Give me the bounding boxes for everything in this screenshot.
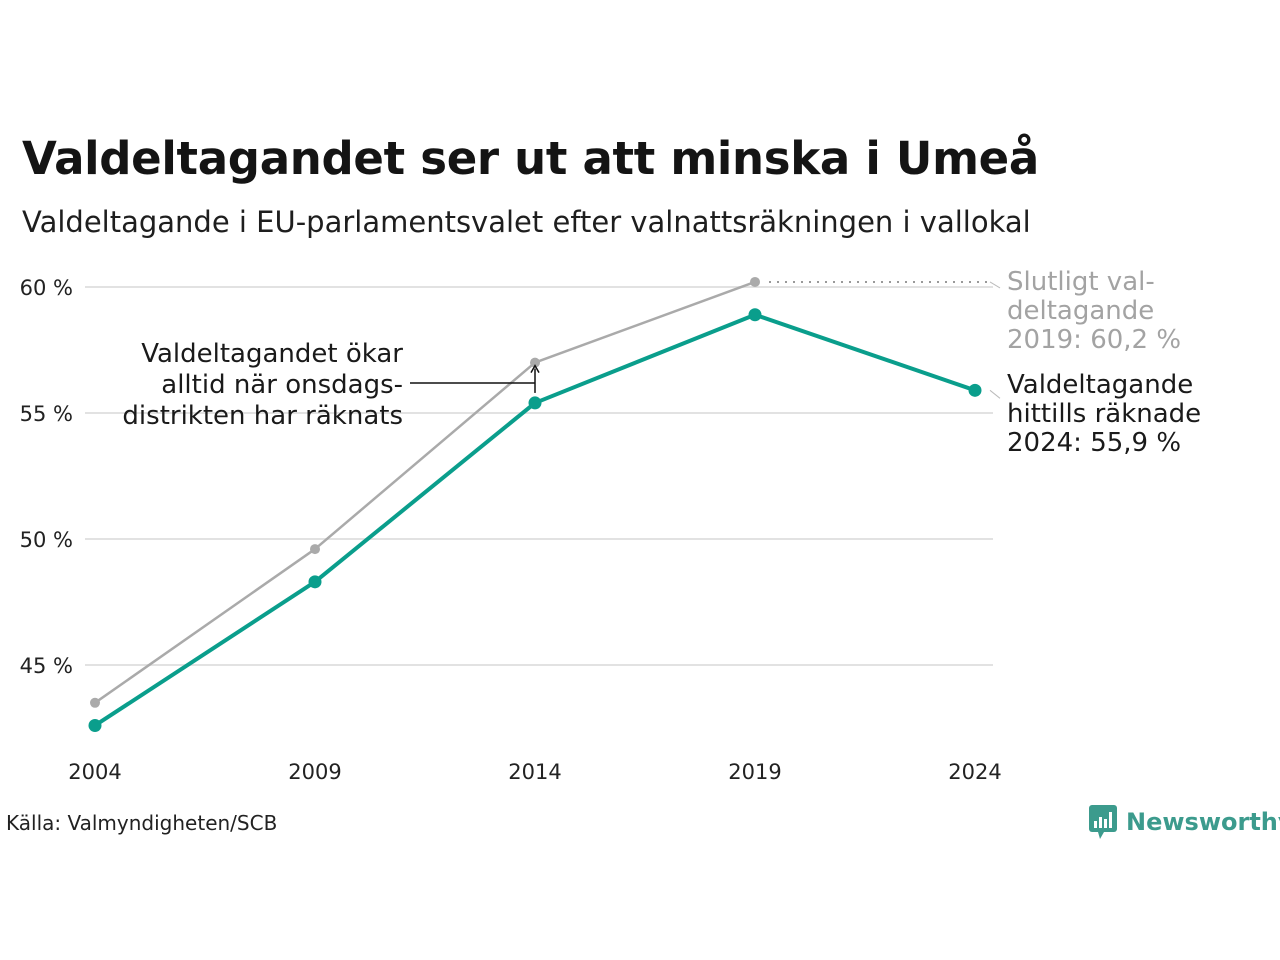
- newsworthy-logo-icon: [1089, 805, 1117, 839]
- data-point-final: [90, 697, 100, 708]
- chart-title: Valdeltagandet ser ut att minska i Umeå: [22, 132, 1039, 185]
- data-point-election-night: [308, 575, 322, 589]
- final-annotation-line: Slutligt val-: [1007, 267, 1155, 297]
- x-tick-label: 2014: [508, 760, 561, 784]
- middle-annotation-line: Valdeltagandet ökar: [141, 339, 403, 369]
- chart-subtitle: Valdeltagande i EU-parlamentsvalet efter…: [22, 205, 1031, 239]
- x-tick-label: 2004: [68, 760, 121, 784]
- data-point-election-night: [88, 718, 102, 732]
- current-annotation-line: 2024: 55,9 %: [1007, 428, 1181, 458]
- y-axis-ticks: 45 % 50 % 55 % 60 %: [20, 276, 73, 678]
- grid-lines: [85, 286, 993, 666]
- source-note: Källa: Valmyndigheten/SCB: [6, 811, 278, 835]
- series-points: [88, 276, 982, 732]
- newsworthy-logo-text: Newsworthy: [1126, 808, 1280, 836]
- newsworthy-logo: Newsworthy: [1088, 804, 1280, 840]
- data-point-final: [530, 357, 540, 368]
- data-point-final: [750, 276, 760, 287]
- x-tick-label: 2024: [948, 760, 1001, 784]
- series-line-final: [94, 280, 756, 704]
- x-tick-label: 2009: [288, 760, 341, 784]
- current-annotation-line: hittills räknade: [1007, 399, 1201, 429]
- y-tick-label: 45 %: [20, 654, 73, 678]
- middle-annotation-line: alltid när onsdags-: [161, 370, 403, 400]
- y-tick-label: 60 %: [20, 276, 73, 300]
- middle-annotation-arrow-head: [530, 364, 540, 373]
- data-point-election-night: [528, 396, 542, 410]
- final-annotation-line: 2019: 60,2 %: [1007, 325, 1181, 355]
- data-point-final: [310, 544, 320, 555]
- final-annotation-line: deltagande: [1007, 296, 1154, 326]
- y-tick-label: 55 %: [20, 402, 73, 426]
- data-point-election-night: [748, 308, 762, 322]
- data-point-election-night: [968, 383, 982, 397]
- final-leader-tick: [989, 281, 1001, 289]
- x-axis-ticks: 2004 2009 2014 2019 2024: [68, 760, 1001, 784]
- current-leader-tick: [989, 389, 1001, 399]
- x-tick-label: 2019: [728, 760, 781, 784]
- current-annotation-line: Valdeltagande: [1007, 370, 1193, 400]
- y-tick-label: 50 %: [20, 528, 73, 552]
- middle-annotation-line: distrikten har räknats: [122, 401, 403, 431]
